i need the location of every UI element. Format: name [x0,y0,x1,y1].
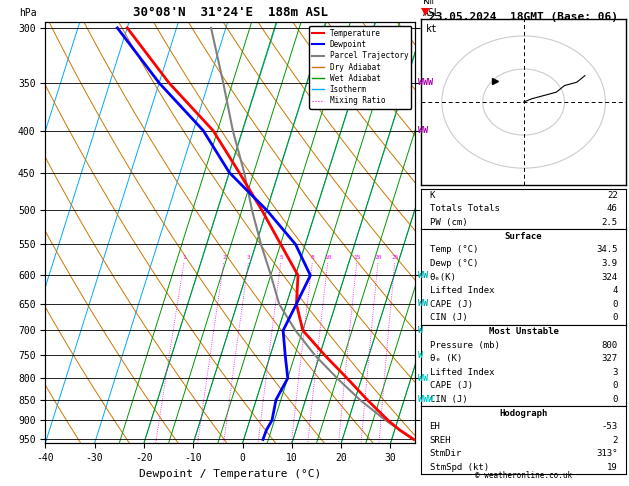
Text: WW: WW [418,299,428,309]
Text: 2.5: 2.5 [601,218,618,227]
Text: 0: 0 [612,395,618,404]
Text: Lifted Index: Lifted Index [430,286,494,295]
Text: 46: 46 [607,205,618,213]
Text: 3: 3 [612,368,618,377]
Text: θₑ(K): θₑ(K) [430,273,457,281]
Text: 20: 20 [374,255,382,260]
Text: -53: -53 [601,422,618,431]
Text: ▼: ▼ [421,7,430,17]
Text: WW: WW [418,374,428,382]
Text: CAPE (J): CAPE (J) [430,300,472,309]
Text: Hodograph: Hodograph [499,409,548,417]
Text: 1: 1 [182,255,186,260]
Text: 22: 22 [607,191,618,200]
Text: 324: 324 [601,273,618,281]
Text: Surface: Surface [505,232,542,241]
Text: 327: 327 [601,354,618,363]
Text: EH: EH [430,422,440,431]
Text: 313°: 313° [596,450,618,458]
Text: Most Unstable: Most Unstable [489,327,559,336]
Text: 0: 0 [612,313,618,322]
Text: StmSpd (kt): StmSpd (kt) [430,463,489,472]
Text: 23.05.2024  18GMT (Base: 06): 23.05.2024 18GMT (Base: 06) [429,12,618,22]
Text: 800: 800 [601,341,618,349]
X-axis label: Dewpoint / Temperature (°C): Dewpoint / Temperature (°C) [139,469,321,479]
Legend: Temperature, Dewpoint, Parcel Trajectory, Dry Adiabat, Wet Adiabat, Isotherm, Mi: Temperature, Dewpoint, Parcel Trajectory… [309,26,411,108]
Text: 2: 2 [222,255,226,260]
Text: 8: 8 [311,255,314,260]
Text: W: W [418,326,423,335]
Text: 25: 25 [391,255,399,260]
Text: 5: 5 [279,255,283,260]
Text: 4: 4 [612,286,618,295]
Text: km
ASL: km ASL [423,0,440,17]
Text: hPa: hPa [19,8,37,17]
Text: CAPE (J): CAPE (J) [430,382,472,390]
Text: Totals Totals: Totals Totals [430,205,499,213]
Text: Pressure (mb): Pressure (mb) [430,341,499,349]
Text: 34.5: 34.5 [596,245,618,254]
Text: CIN (J): CIN (J) [430,313,467,322]
Text: kt: kt [426,24,437,35]
Text: PW (cm): PW (cm) [430,218,467,227]
Text: 10: 10 [325,255,331,260]
Text: WWW: WWW [418,78,433,87]
Text: W: W [418,350,423,360]
Text: 2: 2 [612,436,618,445]
Text: Lifted Index: Lifted Index [430,368,494,377]
Text: Temp (°C): Temp (°C) [430,245,478,254]
Text: 19: 19 [607,463,618,472]
Text: Dewp (°C): Dewp (°C) [430,259,478,268]
Text: 3.9: 3.9 [601,259,618,268]
Text: CIN (J): CIN (J) [430,395,467,404]
Text: SREH: SREH [430,436,451,445]
Text: StmDir: StmDir [430,450,462,458]
Text: 0: 0 [612,300,618,309]
Text: K: K [430,191,435,200]
Text: 3: 3 [247,255,250,260]
Text: WW: WW [418,271,428,280]
Text: 15: 15 [353,255,360,260]
Text: WW: WW [418,126,428,135]
Title: 30°08'N  31°24'E  188m ASL: 30°08'N 31°24'E 188m ASL [133,6,328,19]
Text: 0: 0 [612,382,618,390]
Text: WWW: WWW [418,395,433,404]
Text: © weatheronline.co.uk: © weatheronline.co.uk [475,471,572,480]
Text: θₑ (K): θₑ (K) [430,354,462,363]
